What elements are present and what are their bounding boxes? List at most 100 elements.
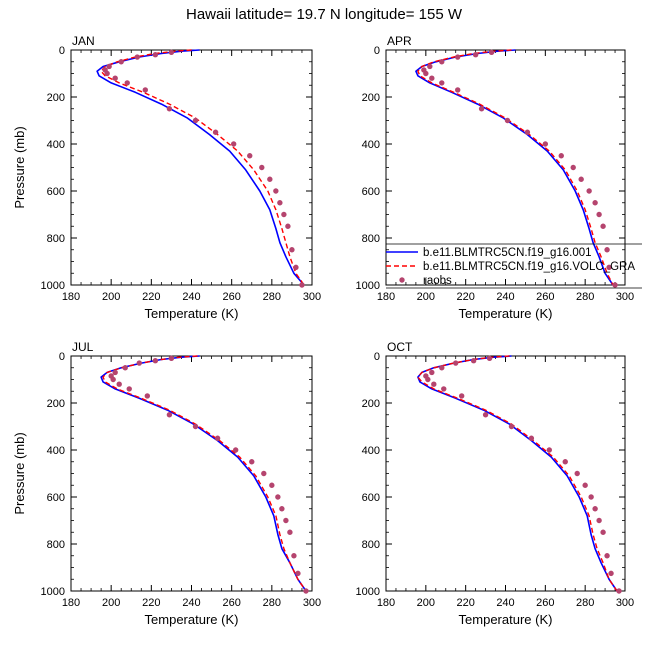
y-tick-label: 800 [362, 233, 380, 245]
legend-label: raobs [423, 275, 452, 287]
raobs-point [600, 223, 606, 229]
raobs-point [116, 381, 122, 387]
y-tick-label: 200 [47, 92, 65, 104]
raobs-point [273, 188, 279, 194]
raobs-point [458, 393, 465, 399]
raobs-point [249, 459, 255, 465]
y-tick-label: 0 [374, 45, 380, 57]
series-line-001 [417, 355, 618, 592]
raobs-point [287, 529, 293, 535]
y-tick-label: 200 [362, 92, 380, 104]
raobs-point [616, 588, 622, 594]
raobs-point [600, 529, 606, 535]
y-tick-label: 600 [362, 492, 380, 504]
x-tick-label: 300 [303, 597, 321, 609]
raobs-point [122, 365, 128, 371]
x-tick-label: 240 [182, 597, 200, 609]
raobs-point [247, 153, 253, 159]
y-axis-title: Pressure (mb) [12, 432, 27, 514]
x-tick-label: 220 [142, 597, 160, 609]
raobs-point [144, 393, 151, 399]
raobs-point [293, 264, 299, 271]
raobs-point [126, 386, 132, 392]
raobs-point [212, 129, 219, 135]
x-tick-label: 260 [536, 597, 554, 609]
raobs-point [470, 358, 477, 364]
raobs-point [570, 164, 576, 171]
raobs-point [574, 470, 580, 477]
panel-jan: 180 200 220 240 260 280 300 0 200 400 600 800 1000 Te… [12, 34, 321, 321]
raobs-point [104, 70, 110, 77]
series-line-001 [96, 49, 305, 286]
raobs-point [230, 141, 237, 147]
raobs-point [192, 117, 199, 124]
x-tick-label: 200 [417, 597, 435, 609]
y-axis-title: Pressure (mb) [12, 126, 27, 208]
y-tick-label: 800 [362, 539, 380, 551]
raobs-point [134, 54, 140, 60]
panel-apr: 180 200 220 240 260 280 300 0 200 400 600 800 1000 Te… [356, 34, 635, 321]
panel-label: OCT [387, 340, 413, 354]
x-tick-label: 180 [377, 291, 395, 303]
x-tick-label: 300 [616, 597, 634, 609]
x-tick-label: 240 [496, 291, 514, 303]
y-tick-label: 800 [47, 539, 65, 551]
raobs-point [478, 106, 485, 112]
raobs-point [124, 80, 130, 86]
raobs-point [431, 381, 437, 387]
raobs-point [214, 435, 221, 441]
raobs-point [232, 447, 239, 453]
raobs-point [562, 459, 568, 465]
figure-title: Hawaii latitude= 19.7 N longitude= 155 W [185, 6, 462, 23]
raobs-point [299, 282, 305, 288]
raobs-point [152, 52, 159, 58]
raobs-point [439, 59, 445, 65]
raobs-point [592, 200, 598, 206]
raobs-point [106, 63, 112, 70]
raobs-point [604, 247, 610, 253]
raobs-point [289, 247, 295, 253]
raobs-point [482, 412, 489, 418]
panel-oct: 180 200 220 240 260 280 300 0 200 400 600 800 1000 Te… [356, 340, 635, 627]
panel-label: JUL [72, 340, 94, 354]
x-tick-label: 220 [456, 597, 474, 609]
raobs-point [612, 282, 618, 288]
y-tick-label: 1000 [41, 280, 65, 292]
panel-label: APR [387, 34, 412, 48]
panel-jul: 180 200 220 240 260 280 300 0 200 400 600 800 1000 Te… [12, 340, 321, 627]
plot-frame [385, 355, 626, 592]
x-tick-label: 240 [182, 291, 200, 303]
series-line-volc-gra [100, 49, 305, 286]
raobs-point [429, 369, 435, 376]
raobs-point [423, 70, 429, 77]
raobs-point [528, 435, 535, 441]
raobs-point [596, 211, 602, 218]
raobs-point [110, 376, 116, 383]
x-tick-label: 280 [263, 291, 281, 303]
raobs-point [275, 494, 281, 500]
raobs-point [588, 494, 594, 500]
legend-marker-raobs [399, 277, 405, 283]
raobs-point [453, 360, 459, 366]
y-tick-label: 200 [362, 398, 380, 410]
legend-label: b.e11.BLMTRC5CN.f19_g16.001 [423, 247, 592, 259]
raobs-point [168, 355, 175, 362]
raobs-point [441, 386, 447, 392]
plot-frame [70, 49, 313, 286]
plot-frame [70, 355, 313, 592]
x-tick-label: 180 [62, 291, 80, 303]
y-tick-label: 0 [374, 351, 380, 363]
x-tick-label: 220 [142, 291, 160, 303]
raobs-point [152, 358, 159, 364]
legend: b.e11.BLMTRC5CN.f19_g16.001 b.e11.BLMTRC5… [386, 243, 642, 289]
x-tick-label: 240 [496, 597, 514, 609]
raobs-point [192, 423, 199, 430]
y-tick-label: 600 [47, 492, 65, 504]
raobs-point [429, 75, 435, 81]
x-tick-label: 200 [102, 291, 120, 303]
raobs-point [455, 87, 461, 93]
raobs-point [558, 153, 564, 159]
y-tick-label: 800 [47, 233, 65, 245]
raobs-point [578, 176, 584, 182]
